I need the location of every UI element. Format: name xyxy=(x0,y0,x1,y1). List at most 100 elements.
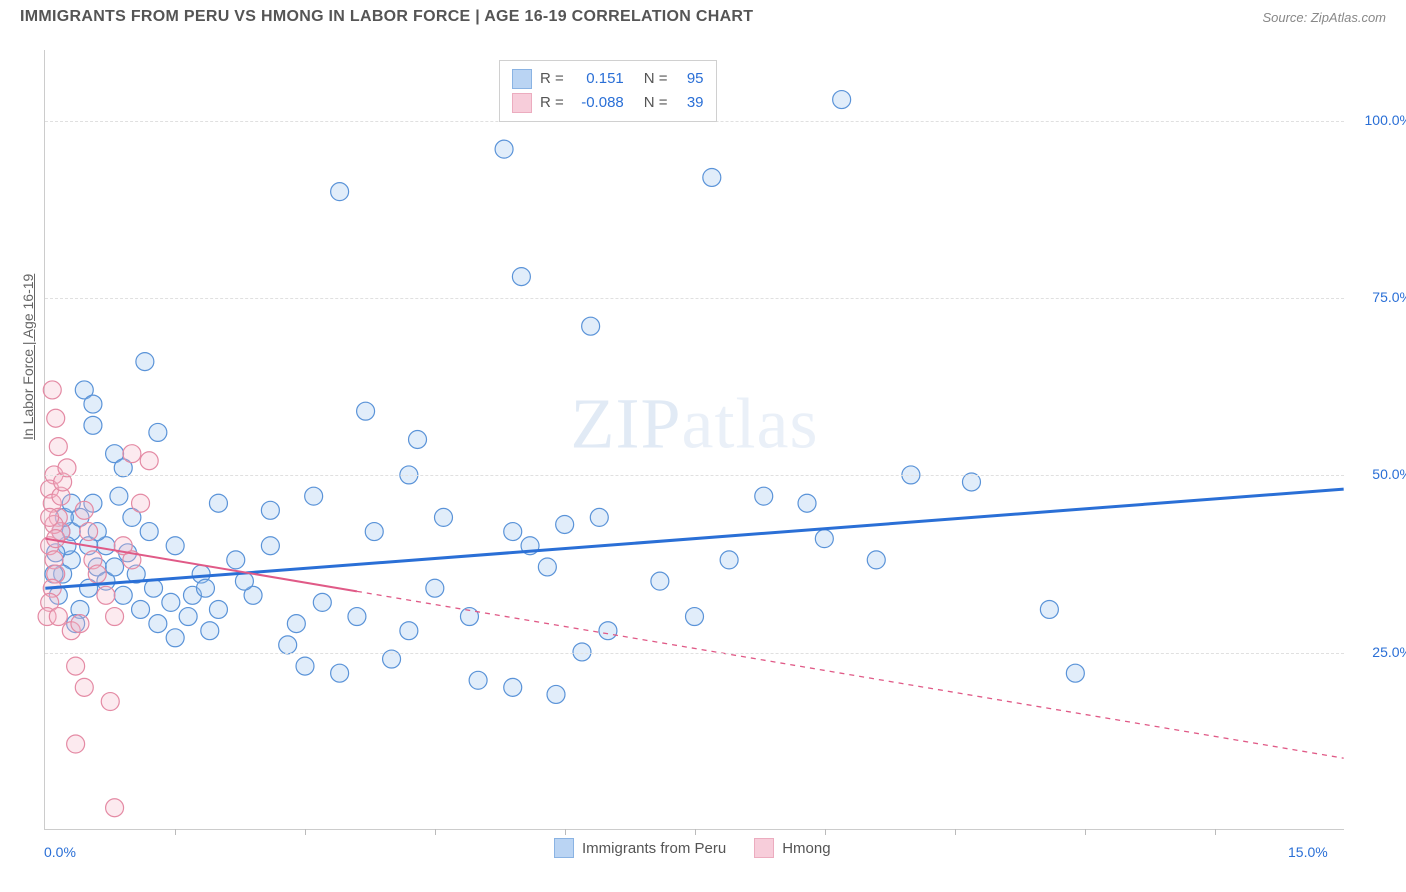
x-tick xyxy=(565,829,566,835)
y-tick-label: 50.0% xyxy=(1372,466,1406,482)
scatter-point xyxy=(132,600,150,618)
scatter-point xyxy=(357,402,375,420)
gridline-h xyxy=(45,653,1344,654)
scatter-point xyxy=(331,183,349,201)
scatter-point xyxy=(47,409,65,427)
scatter-point xyxy=(149,423,167,441)
scatter-point xyxy=(798,494,816,512)
scatter-point xyxy=(179,608,197,626)
scatter-point xyxy=(313,593,331,611)
scatter-point xyxy=(261,501,279,519)
chart-plot-area: ZIPatlas 25.0%50.0%75.0%100.0% xyxy=(44,50,1344,830)
scatter-point xyxy=(400,622,418,640)
stats-row: R = 0.151 N = 95 xyxy=(512,67,704,91)
gridline-h xyxy=(45,298,1344,299)
trend-line-extrapolated xyxy=(357,591,1344,758)
scatter-point xyxy=(75,501,93,519)
chart-source: Source: ZipAtlas.com xyxy=(1262,10,1386,25)
stat-r-value: -0.088 xyxy=(572,91,624,115)
scatter-point xyxy=(49,438,67,456)
y-tick-label: 25.0% xyxy=(1372,644,1406,660)
x-tick xyxy=(435,829,436,835)
scatter-point xyxy=(132,494,150,512)
scatter-point xyxy=(88,565,106,583)
scatter-point xyxy=(106,799,124,817)
scatter-plot-svg xyxy=(45,50,1344,829)
scatter-point xyxy=(149,615,167,633)
scatter-point xyxy=(162,593,180,611)
scatter-point xyxy=(106,608,124,626)
scatter-point xyxy=(106,558,124,576)
scatter-point xyxy=(547,685,565,703)
legend-swatch-icon xyxy=(512,93,532,113)
scatter-point xyxy=(49,608,67,626)
legend-swatch-icon xyxy=(512,69,532,89)
scatter-point xyxy=(365,523,383,541)
scatter-point xyxy=(538,558,556,576)
scatter-point xyxy=(867,551,885,569)
y-tick-label: 75.0% xyxy=(1372,289,1406,305)
x-tick xyxy=(955,829,956,835)
legend-swatch-icon xyxy=(554,838,574,858)
scatter-point xyxy=(703,168,721,186)
scatter-point xyxy=(504,678,522,696)
scatter-point xyxy=(512,268,530,286)
x-tick xyxy=(1215,829,1216,835)
scatter-point xyxy=(287,615,305,633)
scatter-point xyxy=(599,622,617,640)
trend-line xyxy=(45,489,1343,588)
x-tick-label: 0.0% xyxy=(44,844,76,860)
scatter-point xyxy=(114,586,132,604)
x-tick xyxy=(1085,829,1086,835)
x-tick-label: 15.0% xyxy=(1288,844,1328,860)
legend-label: Hmong xyxy=(782,840,830,857)
legend-swatch-icon xyxy=(754,838,774,858)
scatter-point xyxy=(331,664,349,682)
stat-label: R = xyxy=(540,91,564,115)
scatter-point xyxy=(101,693,119,711)
scatter-point xyxy=(110,487,128,505)
scatter-point xyxy=(469,671,487,689)
scatter-point xyxy=(556,515,574,533)
scatter-point xyxy=(209,600,227,618)
scatter-point xyxy=(833,91,851,109)
scatter-point xyxy=(279,636,297,654)
correlation-stats-box: R = 0.151 N = 95 R = -0.088 N = 39 xyxy=(499,60,717,122)
scatter-point xyxy=(58,459,76,477)
scatter-point xyxy=(84,395,102,413)
stat-n-value: 39 xyxy=(676,91,704,115)
scatter-point xyxy=(495,140,513,158)
stat-label: N = xyxy=(644,91,668,115)
scatter-point xyxy=(815,530,833,548)
legend-item: Hmong xyxy=(754,838,830,858)
scatter-point xyxy=(71,615,89,633)
scatter-point xyxy=(1066,664,1084,682)
chart-legend: Immigrants from Peru Hmong xyxy=(554,838,831,858)
scatter-point xyxy=(755,487,773,505)
stat-label: R = xyxy=(540,67,564,91)
legend-label: Immigrants from Peru xyxy=(582,840,726,857)
scatter-point xyxy=(166,537,184,555)
x-tick xyxy=(695,829,696,835)
scatter-point xyxy=(504,523,522,541)
scatter-point xyxy=(97,586,115,604)
y-tick-label: 100.0% xyxy=(1365,112,1406,128)
scatter-point xyxy=(651,572,669,590)
scatter-point xyxy=(166,629,184,647)
scatter-point xyxy=(196,579,214,597)
stat-label: N = xyxy=(644,67,668,91)
stat-r-value: 0.151 xyxy=(572,67,624,91)
y-axis-label: In Labor Force | Age 16-19 xyxy=(20,274,36,440)
scatter-point xyxy=(435,508,453,526)
scatter-point xyxy=(209,494,227,512)
stat-n-value: 95 xyxy=(676,67,704,91)
scatter-point xyxy=(136,353,154,371)
scatter-point xyxy=(75,678,93,696)
scatter-point xyxy=(84,416,102,434)
legend-item: Immigrants from Peru xyxy=(554,838,726,858)
scatter-point xyxy=(201,622,219,640)
scatter-point xyxy=(67,735,85,753)
chart-title: IMMIGRANTS FROM PERU VS HMONG IN LABOR F… xyxy=(20,8,753,26)
scatter-point xyxy=(1040,600,1058,618)
scatter-point xyxy=(140,452,158,470)
